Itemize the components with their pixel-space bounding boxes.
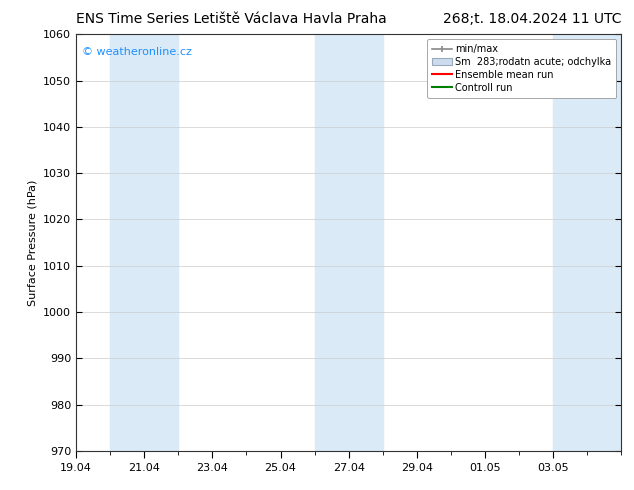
Bar — [110, 34, 178, 451]
Legend: min/max, Sm  283;rodatn acute; odchylka, Ensemble mean run, Controll run: min/max, Sm 283;rodatn acute; odchylka, … — [427, 39, 616, 98]
Bar — [314, 34, 383, 451]
Text: © weatheronline.cz: © weatheronline.cz — [82, 47, 191, 57]
Text: 268;t. 18.04.2024 11 UTC: 268;t. 18.04.2024 11 UTC — [443, 12, 621, 26]
Text: ENS Time Series Letiště Václava Havla Praha: ENS Time Series Letiště Václava Havla Pr… — [76, 12, 387, 26]
Y-axis label: Surface Pressure (hPa): Surface Pressure (hPa) — [27, 179, 37, 306]
Bar — [553, 34, 621, 451]
